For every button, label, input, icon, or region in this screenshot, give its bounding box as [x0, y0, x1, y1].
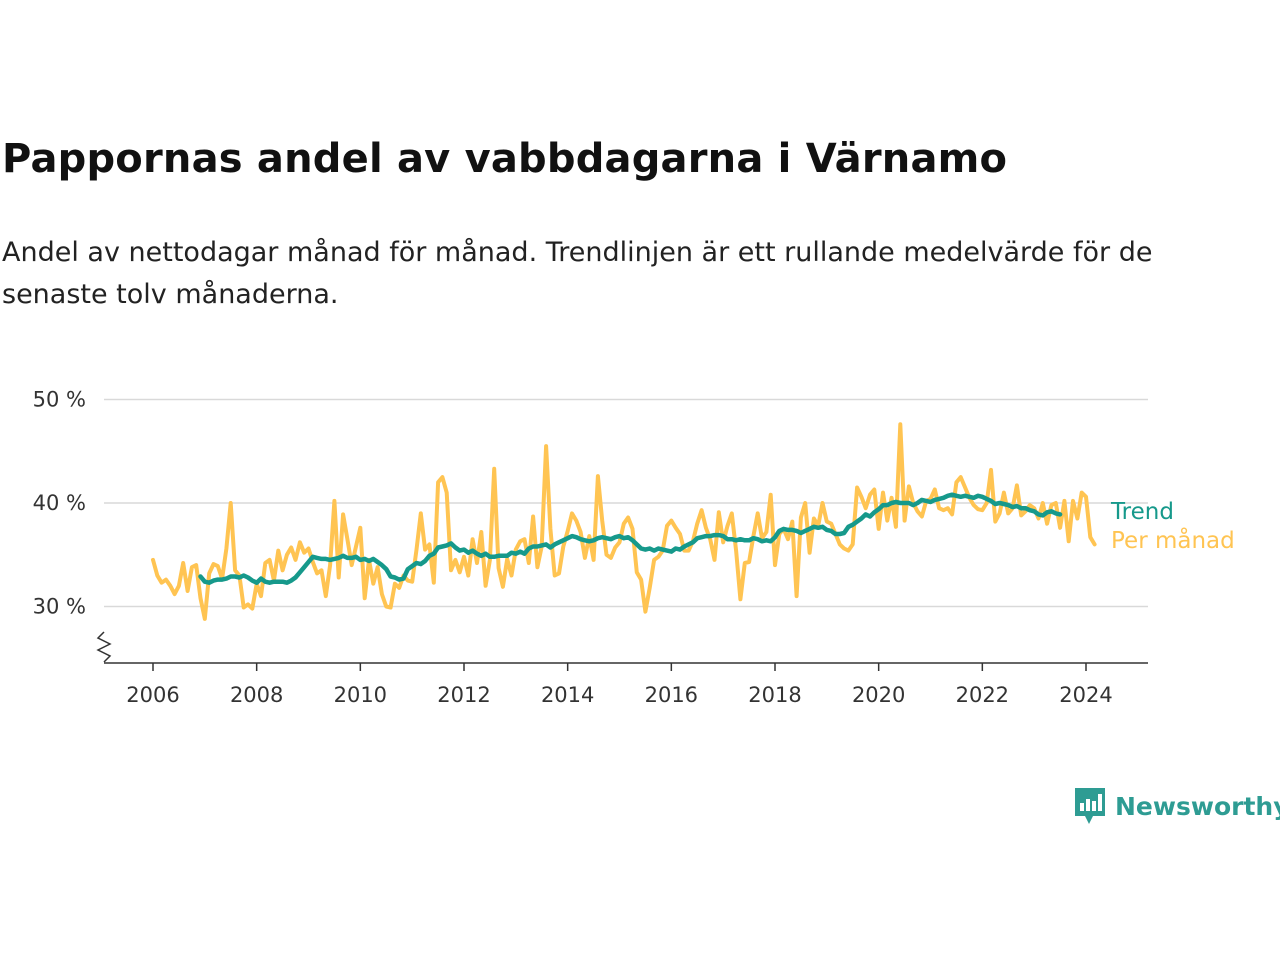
trend-series-line [198, 492, 1063, 585]
x-tick-label: 2010 [334, 683, 387, 707]
chart-subtitle: Andel av nettodagar månad för månad. Tre… [2, 237, 1153, 310]
y-tick-label: 30 % [33, 595, 86, 619]
x-tick-label: 2014 [541, 683, 594, 707]
newsworthy-logo: Newsworthy [1073, 786, 1280, 826]
newsworthy-logo-icon [1075, 788, 1105, 824]
x-tick-label: 2018 [748, 683, 801, 707]
chart-title: Pappornas andel av vabbdagarna i Värnamo [2, 136, 1008, 182]
monthly-series-line [151, 422, 1097, 621]
x-tick-label: 2022 [956, 683, 1009, 707]
x-tick-label: 2016 [645, 683, 698, 707]
x-tick-label: 2012 [437, 683, 490, 707]
x-tick-label: 2020 [852, 683, 905, 707]
x-tick-label: 2008 [230, 683, 283, 707]
newsworthy-logo-text: Newsworthy [1115, 791, 1280, 821]
monthly-end-label: Per månad [1111, 526, 1235, 554]
y-tick-label: 50 % [33, 388, 86, 412]
x-tick-label: 2006 [126, 683, 179, 707]
y-tick-label: 40 % [33, 491, 86, 515]
axis-break-icon [96, 631, 112, 663]
x-tick-label: 2024 [1059, 683, 1112, 707]
trend-end-label: Trend [1110, 499, 1174, 525]
